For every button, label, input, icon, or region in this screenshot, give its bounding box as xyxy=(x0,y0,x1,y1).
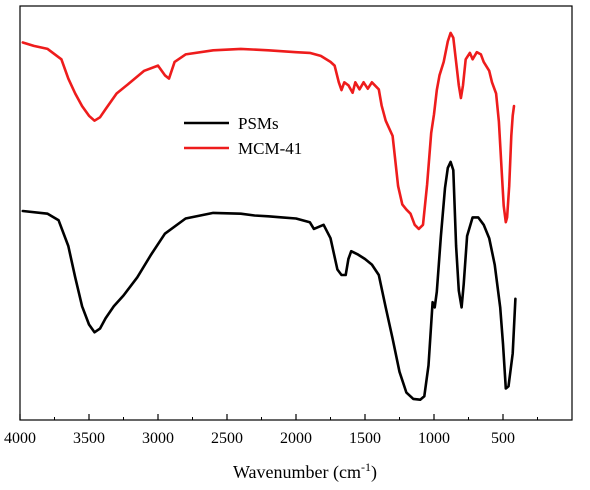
x-axis-title-main: Wavenumber (cm xyxy=(233,462,361,483)
series-line-psms xyxy=(21,160,517,401)
plot-frame xyxy=(19,5,573,421)
x-tick-label: 3500 xyxy=(73,430,105,447)
x-tick-label: 4000 xyxy=(4,430,36,447)
x-tick-label: 2000 xyxy=(280,430,312,447)
x-tick-label: 3000 xyxy=(142,430,174,447)
x-axis-title: Wavenumber (cm-1) xyxy=(233,460,377,483)
x-tick-label: 2500 xyxy=(211,430,243,447)
legend-label: MCM-41 xyxy=(238,139,302,158)
series-line-mcm-41 xyxy=(21,31,516,231)
x-axis-title-tail: ) xyxy=(371,462,377,483)
plot-border xyxy=(19,5,573,421)
x-tick-label: 500 xyxy=(491,430,515,447)
x-tick-label: 1500 xyxy=(349,430,381,447)
series-layer xyxy=(21,31,517,401)
x-axis-title-sup: -1 xyxy=(361,460,371,474)
legend-label: PSMs xyxy=(238,114,279,133)
x-axis: 4000 3500 3000 2500 2000 1500 1000 500 xyxy=(4,414,538,447)
legend: PSMs MCM-41 xyxy=(184,114,302,158)
x-tick-label: 1000 xyxy=(418,430,450,447)
